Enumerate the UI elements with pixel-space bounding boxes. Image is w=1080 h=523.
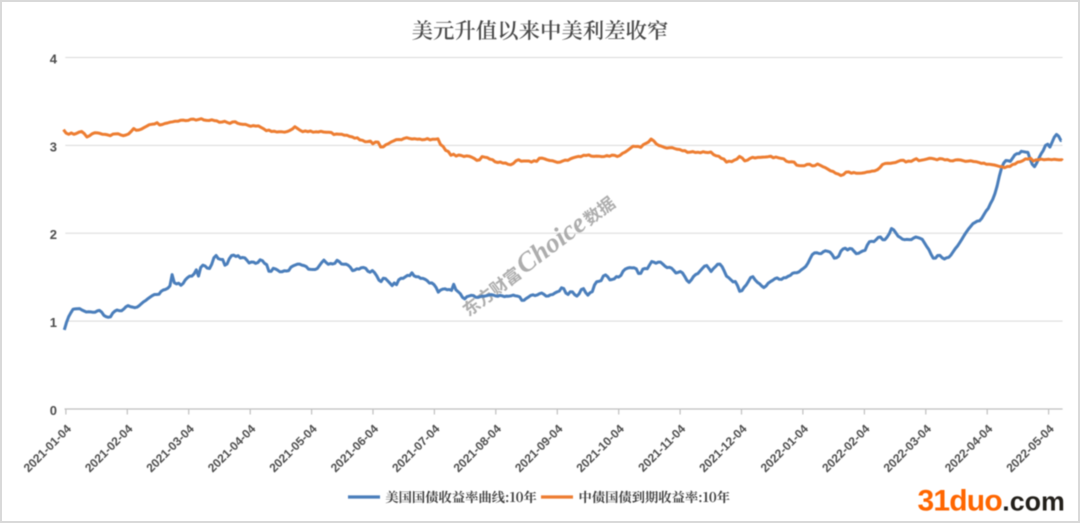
svg-text:2022-03-04: 2022-03-04 bbox=[881, 421, 935, 475]
svg-text:3: 3 bbox=[50, 139, 57, 154]
svg-text:2: 2 bbox=[50, 227, 57, 242]
svg-text:2021-01-04: 2021-01-04 bbox=[21, 421, 75, 475]
svg-text:2021-09-04: 2021-09-04 bbox=[512, 421, 566, 475]
svg-text:2021-07-04: 2021-07-04 bbox=[389, 421, 443, 475]
svg-text:31duo: 31duo bbox=[918, 485, 1003, 518]
svg-text:2022-05-04: 2022-05-04 bbox=[1003, 421, 1057, 475]
svg-text:2021-05-04: 2021-05-04 bbox=[266, 421, 320, 475]
svg-text:Choice: Choice bbox=[509, 207, 591, 280]
svg-text:2021-02-04: 2021-02-04 bbox=[82, 421, 136, 475]
svg-text:2022-01-04: 2022-01-04 bbox=[758, 421, 812, 475]
svg-text:2021-03-04: 2021-03-04 bbox=[144, 421, 198, 475]
svg-text:2021-10-04: 2021-10-04 bbox=[574, 421, 628, 475]
svg-text:2022-04-04: 2022-04-04 bbox=[942, 421, 996, 475]
svg-text:1: 1 bbox=[50, 315, 57, 330]
svg-text:2021-04-04: 2021-04-04 bbox=[205, 421, 259, 475]
svg-text:4: 4 bbox=[50, 52, 58, 67]
svg-text:2022-02-04: 2022-02-04 bbox=[819, 421, 873, 475]
svg-text:.com: .com bbox=[1002, 487, 1065, 517]
svg-text:0: 0 bbox=[50, 403, 57, 418]
svg-text:2021-12-04: 2021-12-04 bbox=[696, 421, 750, 475]
svg-text:2021-08-04: 2021-08-04 bbox=[451, 421, 505, 475]
svg-text:2021-11-04: 2021-11-04 bbox=[635, 422, 688, 475]
svg-text:2021-06-04: 2021-06-04 bbox=[328, 421, 382, 475]
